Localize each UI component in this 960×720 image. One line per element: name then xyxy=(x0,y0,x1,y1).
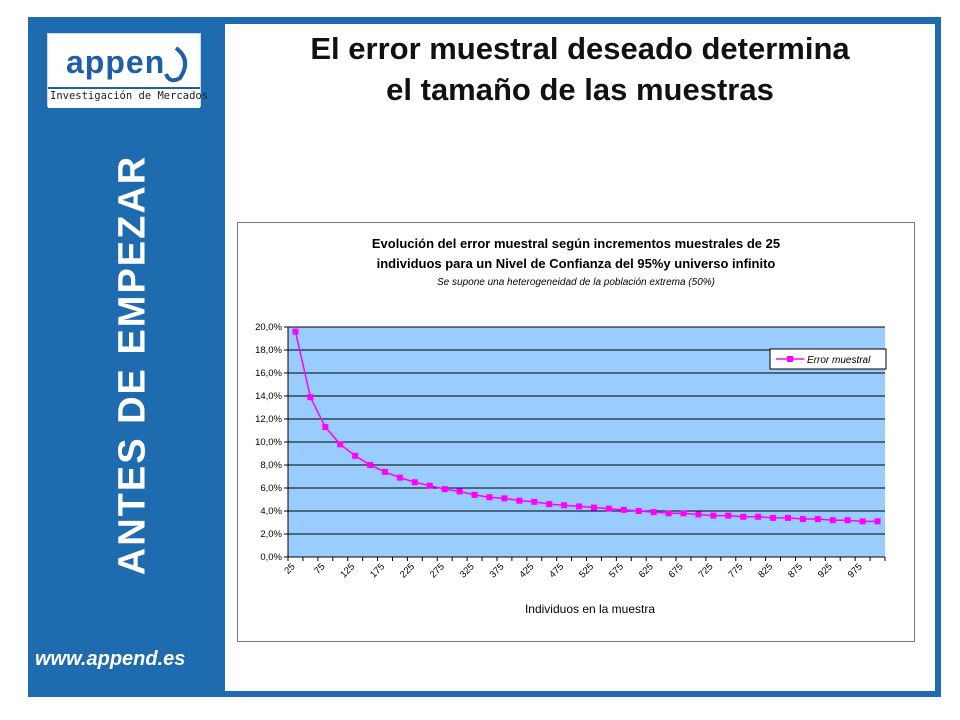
chart-legend: Error muestral xyxy=(769,348,887,370)
x-tick-label: 125 xyxy=(338,561,357,580)
data-point xyxy=(516,497,523,504)
y-tick-label: 12,0% xyxy=(255,414,282,425)
x-tick-label: 75 xyxy=(312,561,327,576)
data-point xyxy=(411,479,418,486)
y-tick-label: 20,0% xyxy=(255,322,282,333)
data-point xyxy=(605,505,612,512)
x-tick-label: 875 xyxy=(786,561,805,580)
data-point xyxy=(725,512,732,519)
logo-subtitle: Investigación de Mercados xyxy=(50,90,209,102)
x-tick-label: 425 xyxy=(517,561,536,580)
x-axis-label: Individuos en la muestra xyxy=(525,602,655,616)
data-point xyxy=(799,516,806,523)
x-tick-label: 775 xyxy=(726,561,745,580)
append-logo: appen Investigación de Mercados xyxy=(47,33,209,108)
y-tick-label: 16,0% xyxy=(255,368,282,379)
data-point xyxy=(620,506,627,513)
data-point xyxy=(859,518,866,525)
data-point xyxy=(396,474,403,481)
data-point xyxy=(501,495,508,502)
chart-title-line2: individuos para un Nivel de Confianza de… xyxy=(377,256,776,271)
data-point xyxy=(635,508,642,514)
x-tick-label: 975 xyxy=(846,561,865,580)
x-tick-label: 825 xyxy=(756,561,775,580)
data-point xyxy=(441,486,448,493)
data-point xyxy=(740,513,747,520)
data-point xyxy=(337,441,344,448)
data-point xyxy=(486,494,493,501)
x-tick-label: 225 xyxy=(398,561,417,580)
data-point xyxy=(695,511,702,518)
data-point xyxy=(874,518,881,525)
chart-subtitle: Se supone una heterogeneidad de la pobla… xyxy=(437,277,715,288)
data-point xyxy=(561,502,568,509)
x-tick-label: 925 xyxy=(816,561,835,580)
x-tick-label: 625 xyxy=(637,561,656,580)
y-tick-label: 6,0% xyxy=(260,483,282,494)
x-tick-label: 375 xyxy=(488,561,507,580)
data-point xyxy=(844,517,851,524)
data-point xyxy=(710,512,717,519)
data-point xyxy=(784,514,791,521)
y-tick-label: 14,0% xyxy=(255,391,282,402)
x-tick-label: 525 xyxy=(577,561,596,580)
y-tick-label: 4,0% xyxy=(260,506,282,517)
legend-marker xyxy=(787,356,793,362)
data-point xyxy=(531,498,538,505)
slide-title: El error muestral deseado determina el t… xyxy=(310,31,850,107)
error-chart: Evolución del error muestral según incre… xyxy=(255,236,887,616)
data-point xyxy=(829,517,836,524)
series-line xyxy=(294,331,878,523)
data-point xyxy=(680,510,687,517)
data-point xyxy=(814,516,821,523)
chart-container: Evolución del error muestral según incre… xyxy=(237,222,915,642)
y-tick-label: 8,0% xyxy=(260,460,282,471)
data-point xyxy=(367,462,374,468)
logo-wordmark: appen xyxy=(66,44,166,80)
data-point xyxy=(770,514,777,521)
data-point xyxy=(426,482,433,489)
x-tick-label: 25 xyxy=(282,561,297,576)
section-label: ANTES DE EMPEZAR xyxy=(111,154,154,576)
y-tick-label: 2,0% xyxy=(260,529,282,540)
data-point xyxy=(322,424,329,431)
y-tick-label: 10,0% xyxy=(255,437,282,448)
y-tick-label: 0,0% xyxy=(260,552,282,563)
legend-label: Error muestral xyxy=(807,355,871,366)
x-tick-label: 475 xyxy=(547,561,566,580)
data-point xyxy=(650,509,657,516)
data-point xyxy=(456,488,463,495)
logo-swirl-icon xyxy=(164,46,188,83)
data-point xyxy=(755,513,762,520)
x-tick-label: 275 xyxy=(428,561,447,580)
data-point xyxy=(292,328,299,335)
chart-title-line1: Evolución del error muestral según incre… xyxy=(372,236,780,251)
data-point xyxy=(546,501,553,508)
data-point xyxy=(576,503,583,510)
data-point xyxy=(471,491,478,498)
x-tick-label: 675 xyxy=(667,561,686,580)
logo-subtitle-bar xyxy=(48,87,200,108)
data-point xyxy=(665,510,672,517)
x-tick-label: 575 xyxy=(607,561,626,580)
data-point xyxy=(382,468,389,475)
x-tick-label: 175 xyxy=(368,561,387,580)
x-tick-label: 325 xyxy=(458,561,477,580)
data-point xyxy=(590,504,597,511)
y-tick-label: 18,0% xyxy=(255,345,282,356)
website-link[interactable]: www.append.es xyxy=(35,648,186,670)
data-point xyxy=(352,452,359,459)
x-tick-label: 725 xyxy=(696,561,715,580)
data-point xyxy=(307,394,314,401)
